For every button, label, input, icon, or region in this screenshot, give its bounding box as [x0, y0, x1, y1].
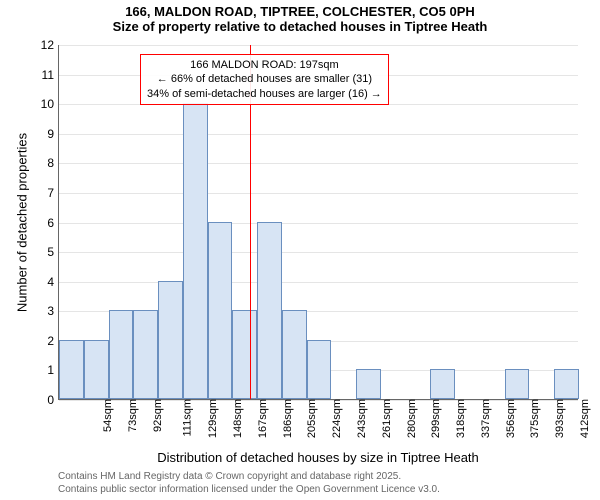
chart-title-2: Size of property relative to detached ho…	[0, 19, 600, 34]
histogram-bar	[183, 103, 208, 399]
gridline	[59, 45, 578, 46]
chart-title-1: 166, MALDON ROAD, TIPTREE, COLCHESTER, C…	[0, 0, 600, 19]
x-tick-label: 129sqm	[206, 399, 220, 438]
x-tick-label: 243sqm	[354, 399, 368, 438]
x-axis-label: Distribution of detached houses by size …	[58, 450, 578, 465]
y-tick-label: 1	[47, 363, 59, 377]
x-tick-label: 356sqm	[503, 399, 517, 438]
histogram-bar	[208, 222, 233, 400]
x-tick-label: 337sqm	[478, 399, 492, 438]
histogram-bar	[307, 340, 332, 399]
y-tick-label: 9	[47, 127, 59, 141]
histogram-bar	[109, 310, 134, 399]
gridline	[59, 282, 578, 283]
histogram-bar	[59, 340, 84, 399]
y-tick-label: 8	[47, 156, 59, 170]
x-tick-label: 205sqm	[305, 399, 319, 438]
histogram-chart: 166, MALDON ROAD, TIPTREE, COLCHESTER, C…	[0, 0, 600, 500]
gridline	[59, 163, 578, 164]
x-tick-label: 111sqm	[179, 399, 193, 437]
x-tick-label: 318sqm	[453, 399, 467, 438]
histogram-bar	[554, 369, 579, 399]
x-tick-label: 148sqm	[230, 399, 244, 438]
x-tick-label: 393sqm	[552, 399, 566, 438]
y-tick-label: 2	[47, 334, 59, 348]
x-tick-label: 280sqm	[404, 399, 418, 438]
x-tick-label: 261sqm	[379, 399, 393, 438]
y-tick-label: 4	[47, 275, 59, 289]
x-tick-label: 224sqm	[329, 399, 343, 438]
x-tick-label: 299sqm	[428, 399, 442, 438]
y-tick-label: 7	[47, 186, 59, 200]
footer-line-1: Contains HM Land Registry data © Crown c…	[58, 470, 440, 483]
histogram-bar	[430, 369, 455, 399]
gridline	[59, 134, 578, 135]
gridline	[59, 252, 578, 253]
histogram-bar	[158, 281, 183, 399]
x-tick-label: 54sqm	[100, 399, 114, 432]
gridline	[59, 193, 578, 194]
x-tick-label: 375sqm	[527, 399, 541, 438]
annotation-box: 166 MALDON ROAD: 197sqm← 66% of detached…	[140, 54, 389, 105]
y-tick-label: 11	[42, 68, 59, 82]
y-tick-label: 5	[47, 245, 59, 259]
x-tick-label: 73sqm	[125, 399, 139, 432]
histogram-bar	[232, 310, 257, 399]
footer-note: Contains HM Land Registry data © Crown c…	[58, 470, 440, 496]
footer-line-2: Contains public sector information licen…	[58, 483, 440, 496]
histogram-bar	[257, 222, 282, 400]
histogram-bar	[84, 340, 109, 399]
annotation-line: ← 66% of detached houses are smaller (31…	[147, 72, 382, 86]
annotation-line: 34% of semi-detached houses are larger (…	[147, 87, 382, 101]
y-tick-label: 3	[47, 304, 59, 318]
x-tick-label: 412sqm	[577, 399, 591, 438]
y-tick-label: 12	[41, 38, 59, 52]
histogram-bar	[505, 369, 530, 399]
y-axis-label: Number of detached properties	[15, 122, 30, 322]
x-tick-label: 186sqm	[280, 399, 294, 438]
histogram-bar	[133, 310, 158, 399]
histogram-bar	[356, 369, 381, 399]
x-tick-label: 167sqm	[255, 399, 269, 438]
y-tick-label: 10	[41, 97, 59, 111]
x-tick-label: 92sqm	[150, 399, 164, 432]
gridline	[59, 223, 578, 224]
histogram-bar	[282, 310, 307, 399]
y-tick-label: 0	[47, 393, 59, 407]
annotation-line: 166 MALDON ROAD: 197sqm	[147, 58, 382, 72]
y-tick-label: 6	[47, 216, 59, 230]
